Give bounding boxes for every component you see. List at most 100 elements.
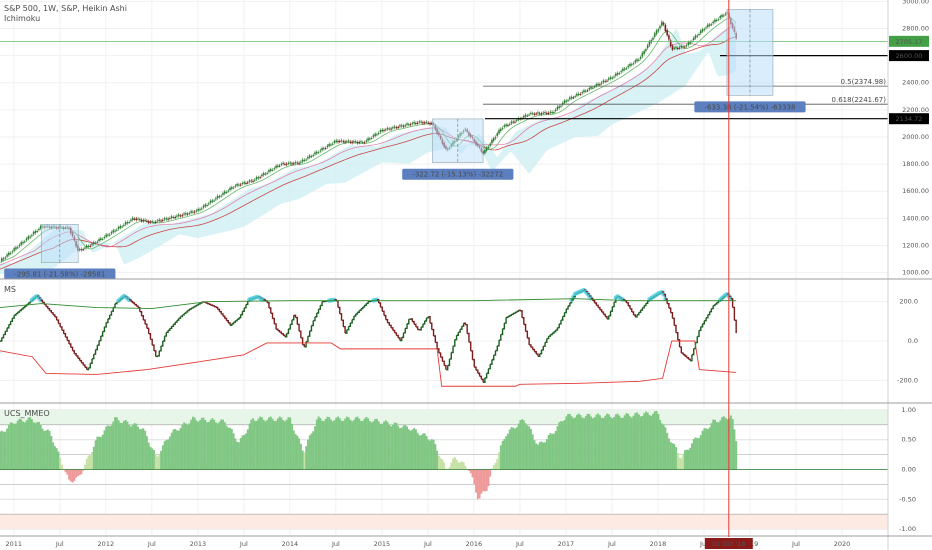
candle-body[interactable]	[528, 114, 530, 116]
candle-body[interactable]	[142, 220, 145, 222]
candle-body[interactable]	[386, 127, 389, 130]
candle-body[interactable]	[367, 138, 369, 141]
candle-body[interactable]	[211, 200, 214, 202]
candle-body[interactable]	[305, 159, 307, 161]
candle-body[interactable]	[328, 144, 330, 147]
candle-body[interactable]	[400, 125, 403, 127]
candle-body[interactable]	[218, 196, 221, 198]
candle-body[interactable]	[126, 222, 129, 224]
candle-body[interactable]	[231, 187, 233, 189]
candle-body[interactable]	[338, 141, 341, 143]
candle-body[interactable]	[340, 140, 343, 142]
candle-body[interactable]	[406, 123, 408, 126]
candle-body[interactable]	[215, 198, 217, 200]
candle-body[interactable]	[383, 130, 385, 132]
candle-body[interactable]	[259, 177, 261, 179]
candle-body[interactable]	[353, 141, 355, 143]
candle-body[interactable]	[22, 241, 24, 244]
candle-body[interactable]	[85, 245, 88, 248]
candle-body[interactable]	[613, 76, 615, 78]
candle-body[interactable]	[87, 246, 90, 248]
candle-body[interactable]	[484, 149, 486, 154]
candle-body[interactable]	[662, 22, 665, 25]
candle-body[interactable]	[384, 129, 387, 131]
candle-body[interactable]	[223, 191, 226, 194]
candle-body[interactable]	[524, 114, 527, 117]
candle-body[interactable]	[34, 230, 37, 233]
candle-body[interactable]	[422, 122, 424, 124]
candle-body[interactable]	[96, 241, 99, 243]
candle-body[interactable]	[360, 141, 362, 143]
candle-body[interactable]	[714, 19, 716, 22]
candle-body[interactable]	[11, 251, 14, 253]
candle-body[interactable]	[622, 68, 624, 71]
candle-body[interactable]	[583, 90, 585, 93]
candle-body[interactable]	[639, 56, 642, 59]
candle-body[interactable]	[388, 128, 391, 130]
candle-body[interactable]	[31, 235, 33, 237]
candle-body[interactable]	[372, 135, 375, 137]
candle-body[interactable]	[112, 230, 115, 233]
candle-body[interactable]	[277, 165, 279, 167]
candle-body[interactable]	[261, 174, 263, 177]
candle-body[interactable]	[246, 182, 249, 184]
candle-body[interactable]	[133, 218, 136, 220]
candle-body[interactable]	[278, 165, 281, 167]
candle-body[interactable]	[535, 113, 537, 115]
candle-body[interactable]	[167, 218, 169, 220]
candle-body[interactable]	[234, 185, 237, 187]
candle-body[interactable]	[592, 87, 594, 89]
candle-body[interactable]	[409, 124, 412, 126]
candle-body[interactable]	[250, 180, 253, 182]
candle-body[interactable]	[546, 112, 548, 114]
candle-body[interactable]	[537, 112, 539, 114]
candle-body[interactable]	[319, 150, 322, 152]
candle-body[interactable]	[530, 112, 532, 114]
ucs-pane[interactable]	[0, 409, 888, 530]
candle-body[interactable]	[501, 127, 504, 129]
candle-body[interactable]	[38, 228, 40, 231]
candle-body[interactable]	[296, 162, 299, 164]
candle-body[interactable]	[273, 168, 276, 170]
candle-body[interactable]	[407, 124, 410, 126]
candle-body[interactable]	[315, 151, 318, 154]
candle-body[interactable]	[558, 106, 561, 108]
candle-body[interactable]	[554, 109, 557, 111]
candle-body[interactable]	[108, 234, 111, 236]
candle-body[interactable]	[342, 141, 345, 143]
candle-body[interactable]	[192, 211, 194, 213]
candle-body[interactable]	[724, 13, 727, 15]
candle-body[interactable]	[515, 119, 518, 121]
candle-body[interactable]	[298, 162, 300, 164]
candle-body[interactable]	[682, 46, 684, 48]
candle-body[interactable]	[510, 121, 513, 124]
candle-body[interactable]	[356, 142, 359, 144]
candle-body[interactable]	[39, 225, 42, 229]
candle-body[interactable]	[365, 140, 368, 142]
candle-body[interactable]	[16, 247, 19, 249]
candle-body[interactable]	[710, 24, 713, 26]
candle-body[interactable]	[124, 222, 127, 225]
candle-body[interactable]	[119, 226, 122, 228]
candle-body[interactable]	[370, 137, 373, 139]
candle-body[interactable]	[29, 236, 31, 238]
candle-body[interactable]	[337, 141, 339, 143]
candle-body[interactable]	[130, 219, 132, 222]
candle-body[interactable]	[149, 221, 152, 223]
candle-body[interactable]	[162, 220, 164, 222]
candle-body[interactable]	[89, 245, 92, 247]
candle-body[interactable]	[363, 142, 366, 144]
candle-body[interactable]	[165, 218, 168, 220]
candle-body[interactable]	[671, 45, 674, 50]
candle-body[interactable]	[514, 121, 516, 123]
candle-body[interactable]	[641, 52, 644, 57]
candle-body[interactable]	[574, 96, 576, 98]
candle-body[interactable]	[684, 46, 686, 48]
candle-body[interactable]	[556, 106, 559, 110]
candle-body[interactable]	[154, 221, 157, 223]
candle-body[interactable]	[645, 49, 647, 51]
candle-body[interactable]	[2, 258, 5, 260]
candle-body[interactable]	[326, 145, 329, 148]
candle-body[interactable]	[310, 156, 313, 158]
candle-body[interactable]	[114, 230, 116, 232]
